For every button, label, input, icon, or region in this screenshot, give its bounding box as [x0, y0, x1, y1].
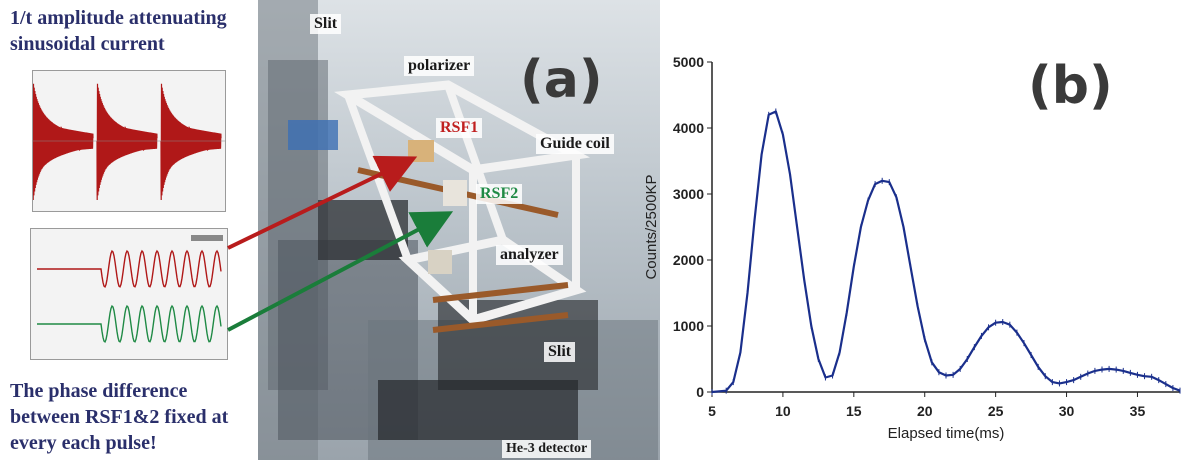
y-tick-label: 5000 — [673, 54, 704, 70]
y-tick-label: 0 — [696, 384, 704, 400]
x-tick-label: 30 — [1059, 403, 1075, 419]
label-polarizer: polarizer — [404, 56, 475, 76]
counts-curve — [711, 110, 1181, 394]
label-rsf1: RSF1 — [436, 118, 483, 138]
label-analyzer: analyzer — [496, 245, 563, 265]
phase-signal-plot — [30, 228, 228, 360]
panel-letter-a: (a) — [520, 50, 603, 110]
damped-wave-burst — [33, 83, 94, 201]
figure-left-title: 1/t amplitude attenuating sinusoidal cur… — [10, 7, 227, 55]
y-axis-label: Counts/2500KP — [643, 174, 660, 279]
apparatus-illustration — [258, 0, 660, 460]
apparatus-photo: Slit polarizer RSF1 Guide coil RSF2 anal… — [258, 0, 660, 460]
figure-left-caption: The phase difference between RSF1&2 fixe… — [10, 380, 229, 454]
x-tick-label: 25 — [988, 403, 1004, 419]
y-tick-label: 4000 — [673, 120, 704, 136]
label-he3-detector: He-3 detector — [502, 440, 592, 458]
damped-current-plot — [32, 70, 226, 212]
damped-wave-burst — [96, 83, 158, 201]
y-tick-label: 3000 — [673, 186, 704, 202]
green-arrow — [227, 211, 454, 332]
rsf2-signal — [37, 304, 222, 343]
arrow-overlay — [227, 155, 454, 332]
label-slit-bottom: Slit — [544, 342, 576, 362]
y-tick-label: 2000 — [673, 252, 704, 268]
x-tick-label: 35 — [1130, 403, 1146, 419]
x-tick-label: 20 — [917, 403, 933, 419]
chart-panel: 0 1000 2000 3000 4000 5000 5 10 15 20 25 30 35 Elaps… — [640, 0, 1184, 460]
x-tick-label: 10 — [775, 403, 791, 419]
rsf1-signal — [37, 249, 222, 288]
label-rsf2: RSF2 — [476, 184, 523, 204]
label-slit-top: Slit — [310, 14, 342, 34]
y-tick-label: 1000 — [673, 318, 704, 334]
elapsed-time-chart: 0 1000 2000 3000 4000 5000 5 10 15 20 25 30 35 Elaps… — [643, 54, 1181, 442]
x-tick-label: 5 — [708, 403, 716, 419]
red-arrow — [227, 155, 418, 250]
damped-wave-burst — [160, 83, 222, 201]
panel-letter-b: (b) — [1028, 56, 1113, 116]
x-axis-label: Elapsed time(ms) — [888, 425, 1005, 442]
label-guide-coil: Guide coil — [536, 134, 614, 154]
x-tick-label: 15 — [846, 403, 862, 419]
